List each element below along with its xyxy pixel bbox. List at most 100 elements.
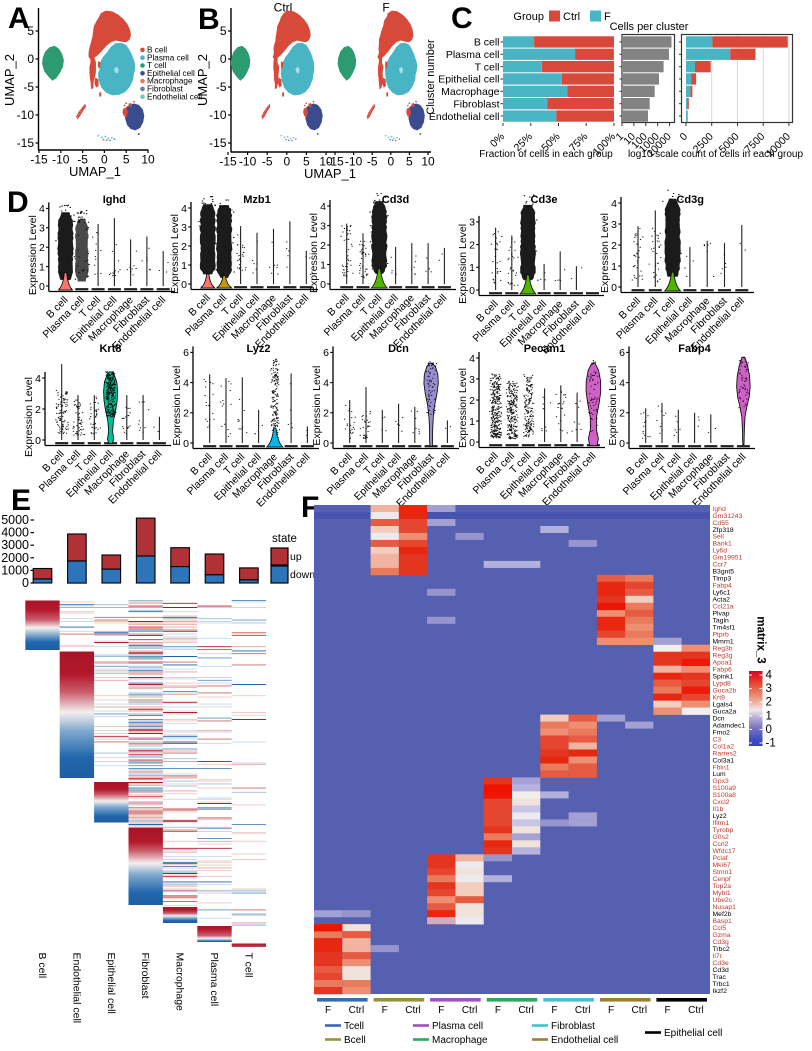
svg-text:-1: -1 — [766, 738, 776, 750]
svg-text:Trbc2: Trbc2 — [713, 946, 730, 953]
svg-text:Ly6c1: Ly6c1 — [713, 590, 731, 597]
svg-text:B cell: B cell — [147, 46, 167, 55]
svg-text:3: 3 — [469, 374, 475, 386]
svg-text:Fbln1: Fbln1 — [713, 764, 730, 771]
svg-text:Expression Level: Expression Level — [171, 366, 183, 446]
svg-text:B3gnt5: B3gnt5 — [713, 569, 735, 576]
svg-text:Trbc1: Trbc1 — [713, 981, 730, 988]
svg-text:Lyz2: Lyz2 — [713, 813, 727, 820]
svg-text:Epithelial cell: Epithelial cell — [438, 74, 499, 86]
svg-text:5: 5 — [406, 155, 413, 169]
svg-text:Mmrn1: Mmrn1 — [713, 639, 734, 646]
svg-text:Plasma cell: Plasma cell — [208, 953, 220, 1007]
svg-text:2: 2 — [469, 395, 475, 407]
svg-text:5: 5 — [123, 153, 130, 167]
svg-text:Expression Level: Expression Level — [23, 377, 35, 457]
svg-text:0: 0 — [101, 153, 108, 167]
svg-text:Basp1: Basp1 — [713, 918, 732, 925]
svg-text:Endothelial cell: Endothelial cell — [147, 92, 202, 101]
svg-text:1: 1 — [469, 416, 475, 428]
svg-text:-15: -15 — [30, 153, 48, 167]
svg-text:Ptprb: Ptprb — [713, 632, 729, 639]
svg-text:Epithelial cell: Epithelial cell — [147, 69, 195, 78]
svg-text:Wfdc17: Wfdc17 — [713, 848, 736, 855]
svg-text:3: 3 — [469, 217, 475, 229]
svg-text:Fmo2: Fmo2 — [713, 729, 731, 736]
svg-text:Ctrl: Ctrl — [518, 1005, 534, 1016]
svg-text:Gm19951: Gm19951 — [713, 555, 743, 562]
svg-text:5: 5 — [303, 155, 310, 169]
svg-text:F: F — [495, 1005, 501, 1016]
svg-text:2: 2 — [619, 408, 625, 420]
svg-text:Ctrl: Ctrl — [349, 1005, 365, 1016]
svg-text:Endothelial cell: Endothelial cell — [70, 953, 82, 1024]
svg-text:0: 0 — [619, 438, 625, 450]
svg-text:Zfp318: Zfp318 — [713, 527, 734, 534]
svg-text:Ctrl: Ctrl — [632, 1005, 648, 1016]
svg-text:Ccr7: Ccr7 — [713, 562, 728, 569]
svg-text:2: 2 — [766, 697, 772, 709]
svg-text:2: 2 — [183, 408, 189, 420]
svg-text:Macrophage: Macrophage — [147, 77, 193, 86]
svg-text:-5: -5 — [367, 155, 378, 169]
svg-text:UMAP_1: UMAP_1 — [304, 166, 356, 181]
svg-text:6: 6 — [619, 347, 625, 359]
svg-text:1: 1 — [181, 260, 187, 272]
svg-text:Expression Level: Expression Level — [27, 215, 39, 295]
svg-text:1: 1 — [469, 262, 475, 274]
svg-text:Adamdec1: Adamdec1 — [713, 722, 746, 729]
svg-text:Ccrl2: Ccrl2 — [713, 841, 729, 848]
svg-text:down: down — [290, 569, 315, 581]
svg-text:0: 0 — [181, 279, 187, 291]
svg-text:-10: -10 — [239, 155, 257, 169]
svg-text:Cd3d: Cd3d — [382, 194, 410, 206]
svg-text:0: 0 — [323, 438, 329, 450]
svg-text:S100a8: S100a8 — [713, 792, 737, 799]
svg-text:Dcn: Dcn — [388, 343, 409, 355]
svg-text:2: 2 — [35, 404, 41, 416]
svg-text:UMAP_2: UMAP_2 — [195, 54, 210, 106]
svg-text:Plasma cell: Plasma cell — [147, 53, 189, 62]
svg-text:10: 10 — [421, 155, 435, 169]
svg-text:Fibroblast: Fibroblast — [551, 1021, 595, 1032]
svg-text:Tcell: Tcell — [344, 1021, 364, 1032]
svg-text:Mzb1: Mzb1 — [243, 194, 271, 206]
svg-text:Nusap1: Nusap1 — [713, 904, 737, 911]
svg-text:Macrophage: Macrophage — [441, 86, 500, 98]
svg-text:Tagln: Tagln — [713, 618, 729, 625]
svg-text:4: 4 — [39, 203, 45, 215]
svg-text:2000: 2000 — [1, 551, 29, 565]
svg-text:Fabp4: Fabp4 — [713, 583, 732, 590]
svg-text:0: 0 — [320, 279, 326, 291]
svg-text:1: 1 — [766, 710, 772, 722]
svg-text:Plasma cell: Plasma cell — [446, 49, 500, 61]
svg-text:Rarres2: Rarres2 — [713, 750, 737, 757]
svg-text:3: 3 — [766, 683, 772, 695]
svg-text:Expression Level: Expression Level — [457, 224, 469, 304]
svg-text:matrix_3: matrix_3 — [755, 616, 767, 663]
svg-text:Ctrl: Ctrl — [575, 1005, 591, 1016]
svg-text:Cd3e: Cd3e — [531, 194, 558, 206]
svg-text:B cell: B cell — [36, 953, 48, 979]
svg-text:Trac: Trac — [713, 974, 727, 981]
svg-text:Reg3g: Reg3g — [713, 653, 733, 660]
svg-text:C: C — [451, 2, 473, 35]
svg-text:F: F — [325, 1005, 331, 1016]
svg-text:-15: -15 — [326, 155, 344, 169]
svg-text:Cxcl2: Cxcl2 — [713, 799, 730, 806]
svg-text:F: F — [608, 1005, 614, 1016]
svg-text:Mybl1: Mybl1 — [713, 890, 731, 897]
svg-text:4: 4 — [35, 373, 41, 385]
svg-text:UMAP_1: UMAP_1 — [69, 164, 121, 179]
svg-text:5000: 5000 — [1, 513, 29, 527]
svg-text:Spink1: Spink1 — [713, 673, 734, 680]
svg-text:Ctrl: Ctrl — [688, 1005, 704, 1016]
svg-text:Fibroblast: Fibroblast — [139, 953, 151, 999]
svg-text:Gzma: Gzma — [713, 932, 731, 939]
svg-text:2: 2 — [469, 239, 475, 251]
svg-text:3000: 3000 — [1, 538, 29, 552]
svg-text:4: 4 — [323, 377, 329, 389]
svg-text:6: 6 — [183, 347, 189, 359]
svg-text:Lgals4: Lgals4 — [713, 701, 733, 708]
svg-text:F: F — [382, 1005, 388, 1016]
